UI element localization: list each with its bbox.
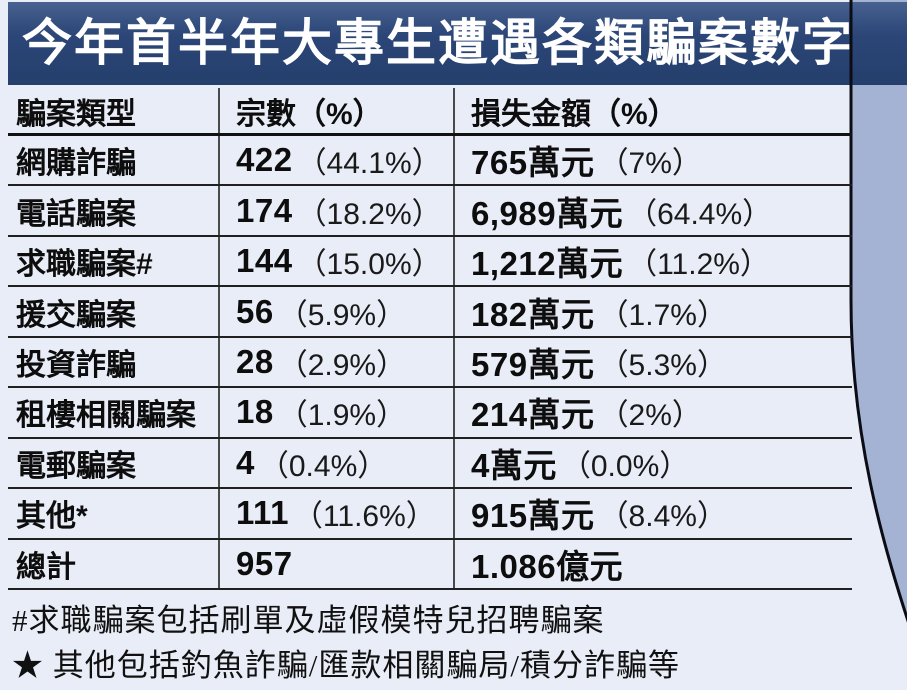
scam-type-cell: 電話騙案: [8, 186, 220, 235]
table-row: 求職騙案# 144 （15.0%） 1,212萬元 （11.2%）: [8, 236, 852, 288]
loss-amount-cell: 4萬元 （0.0%）: [471, 446, 690, 484]
loss-amount-cell: 214萬元 （2%）: [471, 396, 702, 434]
loss-amount-cell: 182萬元 （1.7%）: [471, 295, 727, 333]
table-row: 電郵騙案 4 （0.4%） 4萬元 （0.0%）: [8, 438, 852, 490]
loss-amount-cell: 1.086億元: [471, 547, 624, 585]
scam-type-cell: 援交騙案: [8, 287, 220, 336]
scam-type-cell: 投資詐騙: [8, 337, 220, 387]
fraud-stats-table: 騙案類型 宗數（%） 損失金額（%） 網購詐騙 422 （44.1%） 765萬元…: [8, 88, 852, 590]
scam-type-cell: 網購詐騙: [8, 136, 220, 185]
case-count-cell: 4 （0.4%）: [220, 438, 455, 488]
case-count-cell: 28 （2.9%）: [220, 337, 455, 387]
table-row: 電話騙案 174 （18.2%） 6,989萬元 （64.4%）: [8, 186, 852, 237]
scam-type-cell: 租樓相關騙案: [8, 388, 220, 437]
infographic-title: 今年首半年大專生遭遇各類騙案數字: [8, 2, 907, 85]
scam-type-cell: 總計: [8, 539, 220, 588]
loss-amount-cell: 915萬元 （8.4%）: [471, 497, 727, 535]
header-case-count: 宗數（%）: [220, 88, 455, 133]
table-total-row: 總計 957 1.086億元: [8, 539, 852, 590]
case-count-cell: 957: [220, 539, 455, 588]
table-row: 援交騙案 56 （5.9%） 182萬元 （1.7%）: [8, 287, 852, 338]
loss-amount-cell: 1,212萬元 （11.2%）: [471, 245, 770, 283]
scam-type-cell: 其他*: [8, 489, 220, 538]
table-row: 網購詐騙 422 （44.1%） 765萬元 （7%）: [8, 136, 852, 187]
table-row: 其他* 111 （11.6%） 915萬元 （8.4%）: [8, 489, 852, 540]
case-count-cell: 144 （15.0%）: [220, 236, 455, 286]
footnote-job-scam: #求職騙案包括刷單及虛假模特兒招聘騙案: [12, 603, 605, 638]
footnote-others: ★ 其他包括釣魚詐騙/匯款相關騙局/積分詐騙等: [12, 648, 680, 683]
scam-type-cell: 求職騙案#: [8, 236, 220, 286]
loss-amount-cell: 6,989萬元 （64.4%）: [471, 194, 773, 232]
case-count-cell: 422 （44.1%）: [220, 136, 455, 185]
loss-amount-cell: 765萬元 （7%）: [471, 144, 702, 182]
table-header-row: 騙案類型 宗數（%） 損失金額（%）: [8, 88, 852, 136]
case-count-cell: 18 （1.9%）: [220, 388, 455, 437]
case-count-cell: 174 （18.2%）: [220, 186, 455, 235]
case-count-cell: 111 （11.6%）: [220, 489, 455, 538]
loss-amount-cell: 579萬元 （5.3%）: [471, 345, 727, 383]
table-row: 投資詐騙 28 （2.9%） 579萬元 （5.3%）: [8, 337, 852, 389]
table-row: 租樓相關騙案 18 （1.9%） 214萬元 （2%）: [8, 388, 852, 439]
scam-type-cell: 電郵騙案: [8, 438, 220, 488]
header-loss-amount: 損失金額（%）: [471, 97, 678, 131]
case-count-cell: 56 （5.9%）: [220, 287, 455, 336]
header-scam-type: 騙案類型: [8, 88, 220, 133]
footnotes: #求職騙案包括刷單及虛假模特兒招聘騙案 ★ 其他包括釣魚詐騙/匯款相關騙局/積分…: [12, 598, 842, 688]
